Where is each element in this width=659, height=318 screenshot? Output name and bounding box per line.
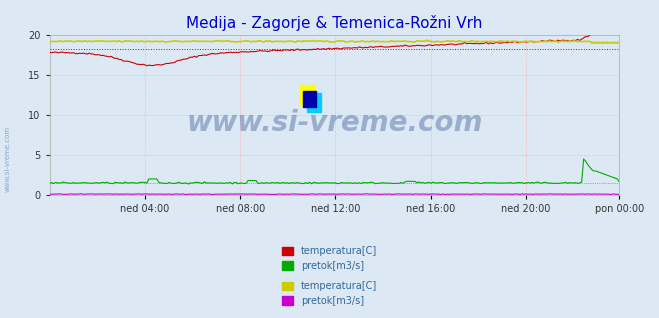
Legend: temperatura[C], pretok[m3/s]: temperatura[C], pretok[m3/s]	[277, 242, 382, 275]
Bar	[303, 91, 316, 107]
Bar	[301, 85, 314, 104]
Bar	[307, 93, 322, 112]
Legend: temperatura[C], pretok[m3/s]: temperatura[C], pretok[m3/s]	[277, 277, 382, 310]
Text: www.si-vreme.com: www.si-vreme.com	[186, 109, 483, 137]
Title: Medija - Zagorje & Temenica-Rožni Vrh: Medija - Zagorje & Temenica-Rožni Vrh	[186, 15, 482, 31]
Text: www.si-vreme.com: www.si-vreme.com	[5, 126, 11, 192]
